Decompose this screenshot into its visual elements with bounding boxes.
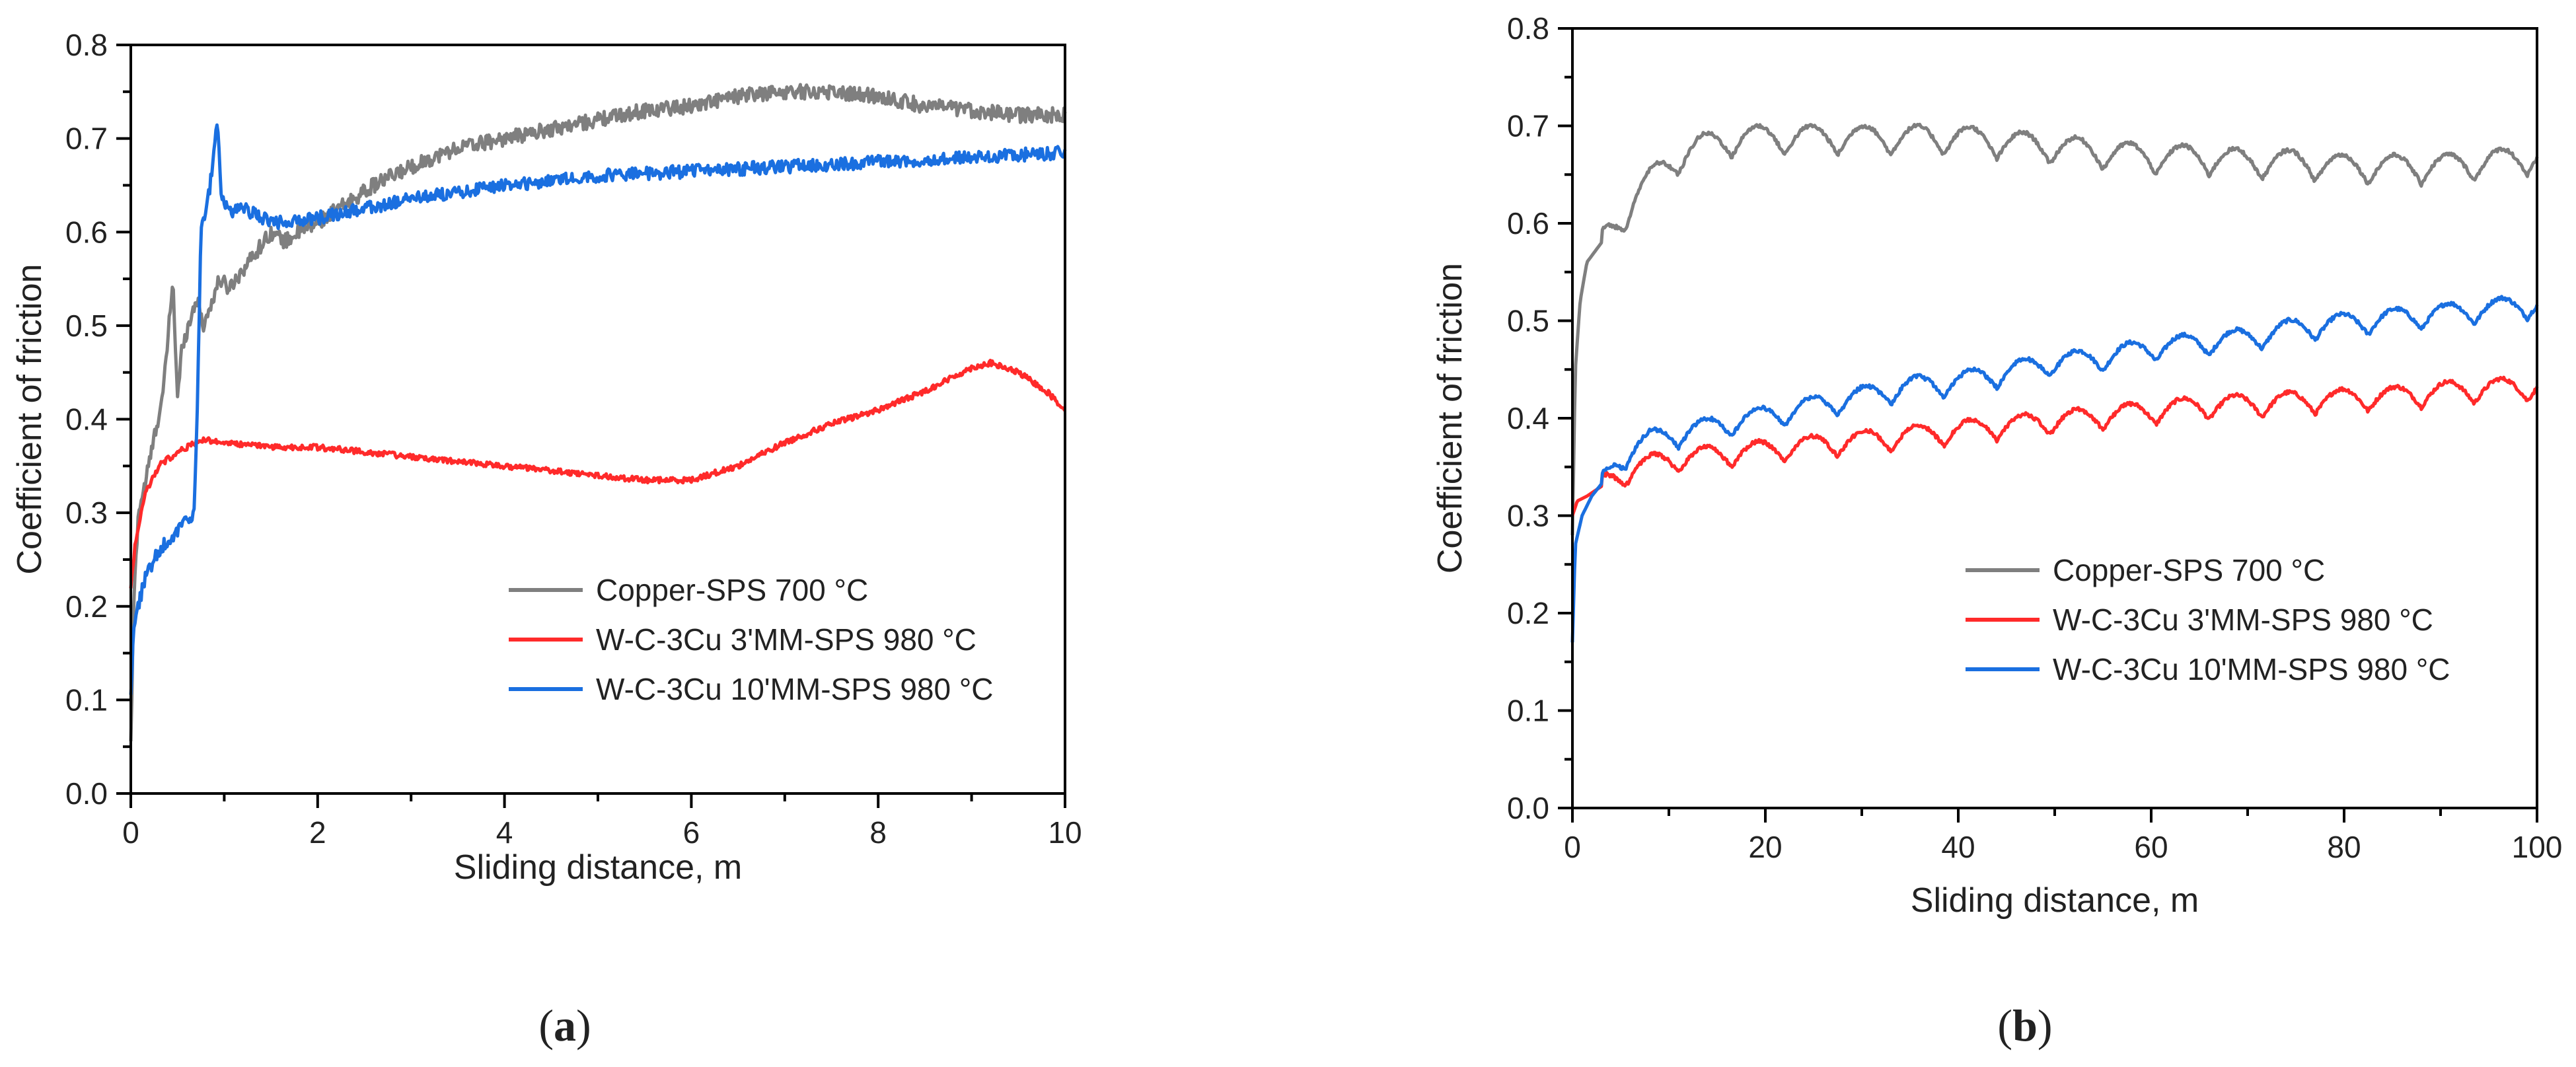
- panel-b-y-tick-label: 0.3: [1507, 499, 1549, 533]
- panel-a: 0 2 4 6 8 10 0.0 0.1 0.2 0.3 0.4 0.5 0.6 0.7 0.8 Slidi…: [11, 28, 1082, 1050]
- panel-a-y-tick-label: 0.5: [65, 309, 108, 343]
- panel-b: 0 20 40 60 80 1000.00.10.20.30.40.50.60.70.8 …: [1431, 11, 2562, 1050]
- panel-b-plot-area: [1571, 27, 2538, 809]
- panel-b-legend-label-10mm: W-C-3Cu 10'MM-SPS 980 °C: [2053, 652, 2450, 686]
- panel-b-caption-close: ): [2038, 1000, 2053, 1050]
- panel-a-y-tick-label: 0.8: [65, 28, 108, 62]
- panel-b-y-tick-label: 0.8: [1507, 11, 1549, 46]
- panel-a-y-tick-label: 0.2: [65, 589, 108, 624]
- panel-b-x-axis-title: Sliding distance, m: [1911, 881, 2199, 920]
- panel-a-legend: Copper-SPS 700 °C W-C-3Cu 3'MM-SPS 980 °…: [509, 573, 993, 706]
- panel-b-legend-label-3mm: W-C-3Cu 3'MM-SPS 980 °C: [2053, 603, 2433, 637]
- panel-a-x-tick-label: 0: [122, 815, 139, 850]
- panel-b-legend-entry-10mm: W-C-3Cu 10'MM-SPS 980 °C: [1966, 652, 2450, 686]
- panel-b-ticks: [1558, 27, 2538, 823]
- panel-b-series-copper: [1570, 122, 2539, 536]
- panel-a-legend-label-10mm: W-C-3Cu 10'MM-SPS 980 °C: [596, 672, 993, 706]
- panel-a-x-tick-label: 10: [1048, 815, 1082, 850]
- panel-b-y-tick-label: 0.6: [1507, 206, 1549, 240]
- panel-a-y-tick-label: 0.1: [65, 682, 108, 717]
- panel-b-y-tick-label: 0.4: [1507, 401, 1549, 435]
- panel-b-caption-letter: b: [2012, 1000, 2038, 1050]
- panel-a-legend-label-copper: Copper-SPS 700 °C: [596, 573, 868, 607]
- panel-a-x-tick-label: 4: [496, 815, 513, 850]
- panel-a-x-tick-label: 6: [683, 815, 700, 850]
- panel-b-y-tick-label: 0.1: [1507, 694, 1549, 728]
- panel-a-y-tick-label: 0.7: [65, 122, 108, 156]
- panel-a-series-10mm: [129, 123, 1067, 695]
- panel-b-x-tick-label: 40: [1941, 830, 1975, 864]
- panel-b-series-10mm: [1570, 295, 2539, 643]
- panel-a-y-tick-label: 0.3: [65, 496, 108, 530]
- panel-a-y-axis-title: Coefficient of friction: [11, 264, 49, 574]
- panel-b-x-tick-label: 60: [2134, 830, 2168, 864]
- panel-a-caption-close: ): [576, 1000, 591, 1050]
- panel-b-y-axis-title: Coefficient of friction: [1431, 263, 1469, 573]
- panel-b-legend-label-copper: Copper-SPS 700 °C: [2053, 553, 2325, 587]
- panel-a-ticks: [116, 44, 1066, 808]
- panel-b-lines: [1570, 122, 2539, 643]
- panel-a-legend-entry-3mm: W-C-3Cu 3'MM-SPS 980 °C: [509, 622, 976, 657]
- panel-a-caption-open: (: [538, 1000, 554, 1050]
- panel-b-x-tick-label: 100: [2512, 830, 2563, 864]
- panel-b-x-tick-label: 20: [1748, 830, 1782, 864]
- panel-a-tick-labels: 0 2 4 6 8 10 0.0 0.1 0.2 0.3 0.4 0.5 0.6 0.7 0.8: [65, 28, 1082, 850]
- panel-b-y-tick-label: 0.7: [1507, 109, 1549, 143]
- panel-b-caption: (b): [1997, 1000, 2052, 1050]
- panel-b-legend-entry-copper: Copper-SPS 700 °C: [1966, 553, 2325, 587]
- panel-a-legend-entry-10mm: W-C-3Cu 10'MM-SPS 980 °C: [509, 672, 993, 706]
- panel-a-caption: (a): [538, 1000, 591, 1050]
- panel-b-caption-open: (: [1997, 1000, 2012, 1050]
- panel-a-series-3mm: [129, 359, 1067, 589]
- panel-b-series-3mm: [1570, 375, 2539, 517]
- panel-a-legend-label-3mm: W-C-3Cu 3'MM-SPS 980 °C: [596, 622, 976, 657]
- panel-a-legend-entry-copper: Copper-SPS 700 °C: [509, 573, 868, 607]
- panel-b-legend-entry-3mm: W-C-3Cu 3'MM-SPS 980 °C: [1966, 603, 2433, 637]
- panel-b-y-tick-label: 0.0: [1507, 791, 1549, 825]
- panel-a-y-tick-label: 0.6: [65, 215, 108, 249]
- panel-a-caption-letter: a: [554, 1000, 576, 1050]
- panel-b-y-tick-label: 0.5: [1507, 304, 1549, 338]
- panel-a-lines: [129, 83, 1067, 741]
- panel-a-y-tick-label: 0.0: [65, 776, 108, 811]
- panel-a-series-copper: [129, 83, 1067, 741]
- panel-b-y-tick-label: 0.2: [1507, 596, 1549, 630]
- panel-b-tick-labels: 0 20 40 60 80 100 0.0 0.1 0.2 0.3 0.4 0.5 0.6 0.7 0.8: [1507, 11, 2562, 864]
- panel-b-legend: Copper-SPS 700 °C W-C-3Cu 3'MM-SPS 980 °…: [1966, 553, 2450, 686]
- panel-b-x-tick-label: 80: [2327, 830, 2361, 864]
- panel-a-y-tick-label: 0.4: [65, 402, 108, 437]
- panel-b-x-tick-label: 0: [1564, 830, 1581, 864]
- panel-a-x-tick-label: 8: [869, 815, 887, 850]
- panel-a-x-tick-label: 2: [309, 815, 326, 850]
- panel-a-x-axis-title: Sliding distance, m: [454, 848, 742, 887]
